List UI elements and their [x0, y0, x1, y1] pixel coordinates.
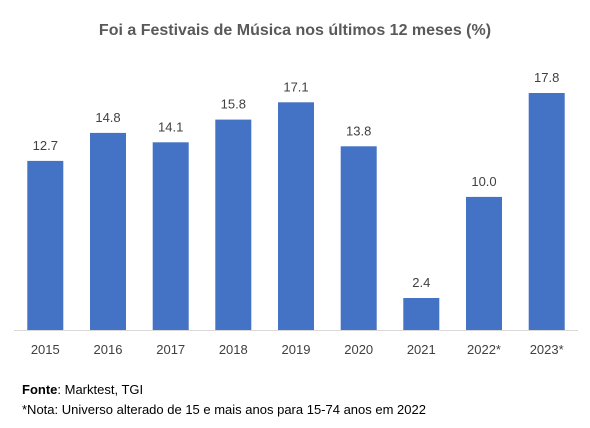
bar-2015	[27, 160, 64, 330]
x-tick-label-2018: 2018	[219, 342, 248, 357]
value-label-2016: 14.8	[95, 110, 120, 125]
bar-2023*	[528, 93, 565, 330]
bar-chart: 12.7 14.8 14.1 15.8 17.1 13.8 2.4 10.0 17.8 2015…	[14, 70, 578, 357]
value-label-2023*: 17.8	[534, 70, 559, 85]
x-tick-label-2015: 2015	[31, 342, 60, 357]
bars-layer	[27, 93, 565, 330]
x-tick-label-2016: 2016	[94, 342, 123, 357]
bar-2017	[152, 142, 189, 330]
chart-notes: Fonte: Marktest, TGI *Nota: Universo alt…	[22, 380, 426, 420]
x-tick-label-2023*: 2023*	[530, 342, 564, 357]
value-label-2015: 12.7	[33, 138, 58, 153]
x-tick-label-2021: 2021	[407, 342, 436, 357]
value-label-2022*: 10.0	[471, 174, 496, 189]
bar-2021	[403, 298, 440, 330]
value-label-2018: 15.8	[221, 97, 246, 112]
x-tick-label-2020: 2020	[344, 342, 373, 357]
x-tick-label-2019: 2019	[282, 342, 311, 357]
bar-2020	[340, 146, 377, 330]
value-label-2017: 14.1	[158, 119, 183, 134]
chart-title: Foi a Festivais de Música nos últimos 12…	[98, 22, 492, 39]
bar-2018	[215, 119, 252, 330]
source-text: : Marktest, TGI	[57, 382, 144, 397]
x-tick-label-2017: 2017	[156, 342, 185, 357]
value-label-2021: 2.4	[412, 275, 430, 290]
value-label-2019: 17.1	[283, 79, 308, 94]
bar-2022*	[466, 196, 502, 330]
source-note: Fonte: Marktest, TGI	[22, 380, 426, 400]
x-tick-labels-layer: 2015 2016 2017 2018 2019 2020 2021 2022* 2023*	[31, 342, 564, 357]
value-label-2020: 13.8	[346, 123, 371, 138]
bar-2019	[278, 102, 314, 330]
bar-2016	[90, 132, 126, 330]
footnote: *Nota: Universo alterado de 15 e mais an…	[22, 402, 426, 417]
x-tick-label-2022*: 2022*	[467, 342, 501, 357]
source-label: Fonte	[22, 382, 58, 397]
value-labels-layer: 12.7 14.8 14.1 15.8 17.1 13.8 2.4 10.0 17.8	[33, 70, 560, 290]
